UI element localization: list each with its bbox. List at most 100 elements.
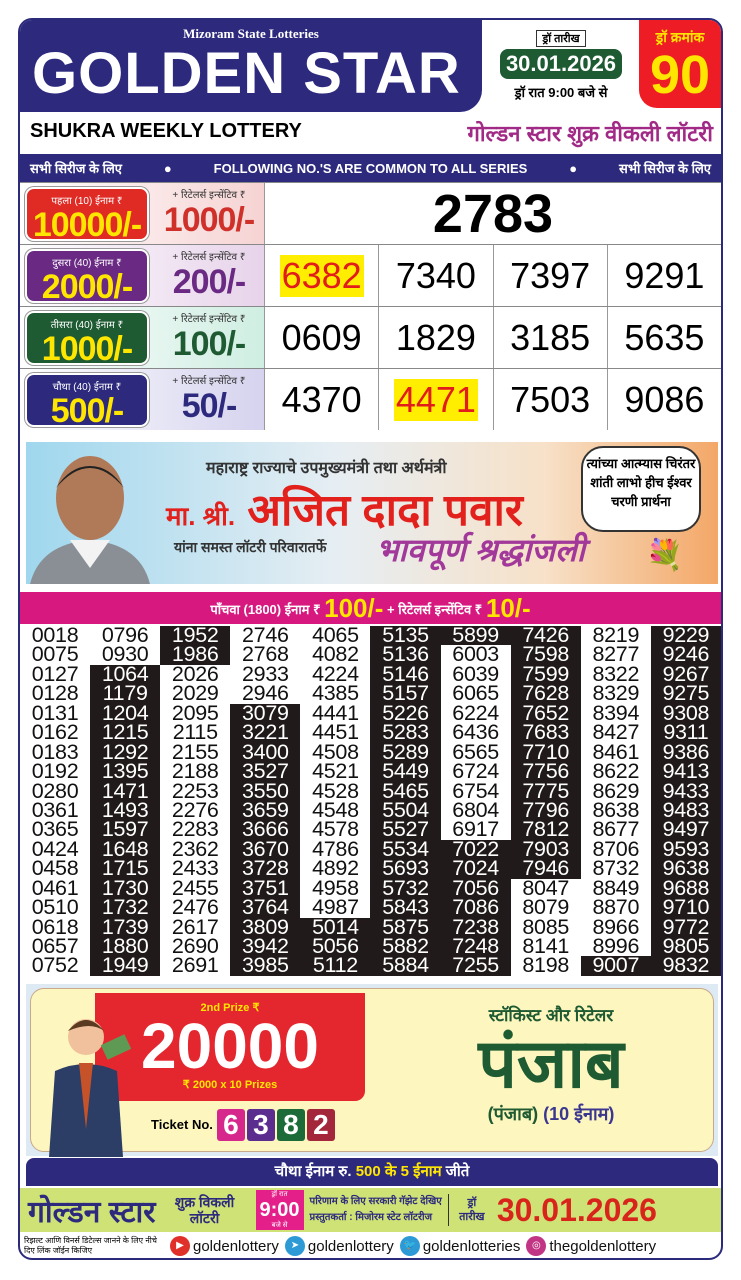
social-handle: goldenlottery bbox=[307, 1237, 394, 1255]
instagram-icon: ◎ bbox=[526, 1236, 547, 1256]
grid-number: 1986 bbox=[160, 643, 231, 665]
social-link[interactable]: ▶ goldenlottery bbox=[170, 1236, 279, 1256]
footer-info1: परिणाम के लिए सरकारी गॅझेट देखिए bbox=[309, 1196, 442, 1207]
grid-number: 2026 bbox=[160, 663, 231, 685]
grid-number: 6065 bbox=[440, 682, 511, 704]
grid-number: 7628 bbox=[510, 682, 581, 704]
grid-number: 8329 bbox=[580, 682, 651, 704]
social-link[interactable]: 🐦 goldenlotteries bbox=[399, 1236, 520, 1256]
winning-number: 3185 bbox=[510, 316, 591, 358]
grid-number: 2253 bbox=[160, 780, 231, 801]
grid-number: 8732 bbox=[580, 857, 651, 879]
grid-number: 2433 bbox=[160, 857, 231, 879]
retailer-amount: 1000/- bbox=[163, 201, 255, 239]
winning-number-cell: 7503 bbox=[492, 369, 607, 430]
twitter-icon: 🐦 bbox=[399, 1236, 420, 1256]
grid-number: 2029 bbox=[160, 682, 231, 704]
grid-column: 0796 0930 1064 1179 1204 1215 1292 1395 1471 1493… bbox=[90, 624, 161, 976]
social-link[interactable]: ➤ goldenlottery bbox=[284, 1236, 394, 1256]
grid-column: 5899 6003 6039 6065 6224 6436 6565 6724 6754 6804… bbox=[440, 624, 511, 976]
grid-number: 2691 bbox=[160, 954, 231, 976]
grid-number: 4528 bbox=[300, 780, 371, 801]
grid-number: 3751 bbox=[230, 877, 301, 899]
ticket-digit: 8 bbox=[276, 1109, 305, 1141]
grid-number: 5157 bbox=[370, 682, 441, 704]
header-title: GOLDEN STAR bbox=[32, 41, 461, 106]
prize-row: तीसरा (40) ईनाम ₹1000/- + रिटेलर्स इन्से… bbox=[20, 306, 721, 368]
winning-number-cell: 9086 bbox=[606, 369, 721, 430]
winning-number-cell: 7397 bbox=[492, 245, 607, 306]
portrait-image bbox=[30, 456, 150, 584]
grid-number: 0510 bbox=[20, 896, 91, 918]
grid-number: 7599 bbox=[510, 663, 581, 685]
grid-number: 5732 bbox=[370, 877, 441, 899]
footer-date: 30.01.2026 bbox=[496, 1191, 657, 1228]
banner-line1: महाराष्ट्र राज्याचे उपमुख्यमंत्री तथा अर… bbox=[206, 460, 447, 477]
winning-numbers: 4370 4471 7503 9086 bbox=[264, 369, 721, 430]
winning-number-cell: 5635 bbox=[606, 307, 721, 368]
grid-number: 5882 bbox=[370, 935, 441, 957]
stockist-block: स्टॉकिस्ट और रिटेलर पंजाब (पंजाब) (10 ईन… bbox=[391, 993, 711, 1126]
grid-number: 1064 bbox=[90, 663, 161, 685]
winning-number: 4370 bbox=[281, 378, 362, 420]
grid-number: 5056 bbox=[300, 935, 371, 957]
prize-badge: पहला (10) ईनाम ₹10000/- bbox=[25, 187, 149, 243]
grid-number: 3942 bbox=[230, 935, 301, 957]
lottery-name-hi: गोल्डन स्टार शुक्र वीकली लॉटरी bbox=[467, 121, 713, 146]
grid-number: 0458 bbox=[20, 857, 91, 879]
footer-info2: प्रस्तुतकर्ता : मिजोरम स्टेट लॉटरीज bbox=[309, 1212, 433, 1223]
draw-number: 90 bbox=[649, 45, 711, 105]
grid-number: 2276 bbox=[160, 799, 231, 821]
prize-row: दुसरा (40) ईनाम ₹2000/- + रिटेलर्स इन्से… bbox=[20, 244, 721, 306]
grid-number: 8427 bbox=[580, 721, 651, 743]
winning-number: 1829 bbox=[395, 316, 476, 358]
grid-number: 3400 bbox=[230, 741, 301, 763]
grid-number: 0127 bbox=[20, 663, 91, 685]
grid-number: 4548 bbox=[300, 799, 371, 821]
grid-number: 8141 bbox=[510, 935, 581, 957]
grid-number: 4521 bbox=[300, 760, 371, 782]
winning-number-cell: 4370 bbox=[264, 369, 378, 430]
grid-number: 5289 bbox=[370, 741, 441, 763]
grid-number: 3221 bbox=[230, 721, 301, 743]
grid-number: 3670 bbox=[230, 838, 301, 860]
grid-number: 1648 bbox=[90, 838, 161, 860]
grid-number: 8629 bbox=[580, 780, 651, 801]
winning-number: 0609 bbox=[281, 316, 362, 358]
grid-column: 2746 2768 2933 2946 3079 3221 3400 3527 3550 3659… bbox=[230, 624, 301, 976]
common-center: FOLLOWING NO.'S ARE COMMON TO ALL SERIES bbox=[213, 160, 528, 176]
banner-prefix: मा. श्री. bbox=[166, 501, 236, 531]
grid-number: 7812 bbox=[510, 818, 581, 840]
grid-number: 2362 bbox=[160, 838, 231, 860]
grid-number: 0752 bbox=[20, 954, 91, 976]
grid-number: 9246 bbox=[650, 643, 721, 665]
winning-number: 2783 bbox=[432, 183, 554, 244]
grid-number: 4224 bbox=[300, 663, 371, 685]
grid-number: 3666 bbox=[230, 818, 301, 840]
grid-number: 1395 bbox=[90, 760, 161, 782]
winning-number-cell: 1829 bbox=[378, 307, 492, 368]
fifth-retailer-label: + रिटेलर्स इन्सेंटिव ₹ bbox=[387, 602, 483, 617]
ticket-digit: 2 bbox=[306, 1109, 335, 1141]
prize-label: चौथा (40) ईनाम ₹ bbox=[52, 382, 122, 393]
prize-badge: दुसरा (40) ईनाम ₹2000/- bbox=[25, 249, 149, 305]
grid-number: 0424 bbox=[20, 838, 91, 860]
grid-number: 6039 bbox=[440, 663, 511, 685]
businessman-illustration bbox=[49, 1019, 131, 1157]
grid-number: 5693 bbox=[370, 857, 441, 879]
grid-number: 4065 bbox=[300, 624, 371, 646]
footer-info: परिणाम के लिए सरकारी गॅझेट देखिए प्रस्तुत… bbox=[310, 1194, 449, 1226]
prize-label: पहला (10) ईनाम ₹ bbox=[51, 196, 123, 207]
grid-number: 9772 bbox=[650, 916, 721, 938]
grid-number: 7056 bbox=[440, 877, 511, 899]
retailer-label: + रिटेलर्स इन्सेंटिव ₹ bbox=[172, 314, 246, 325]
retailer-incentive: + रिटेलर्स इन्सेंटिव ₹50/- bbox=[154, 373, 264, 425]
grid-number: 7238 bbox=[440, 916, 511, 938]
social-link[interactable]: ◎ thegoldenlottery bbox=[526, 1236, 656, 1256]
grid-number: 9805 bbox=[650, 935, 721, 957]
grid-number: 7426 bbox=[510, 624, 581, 646]
grid-number: 4958 bbox=[300, 877, 371, 899]
fifth-prize-label: पाँचवा (1800) ईनाम ₹ bbox=[210, 602, 321, 617]
grid-number: 3550 bbox=[230, 780, 301, 801]
header-band: Mizoram State Lotteries GOLDEN STAR bbox=[20, 20, 482, 112]
